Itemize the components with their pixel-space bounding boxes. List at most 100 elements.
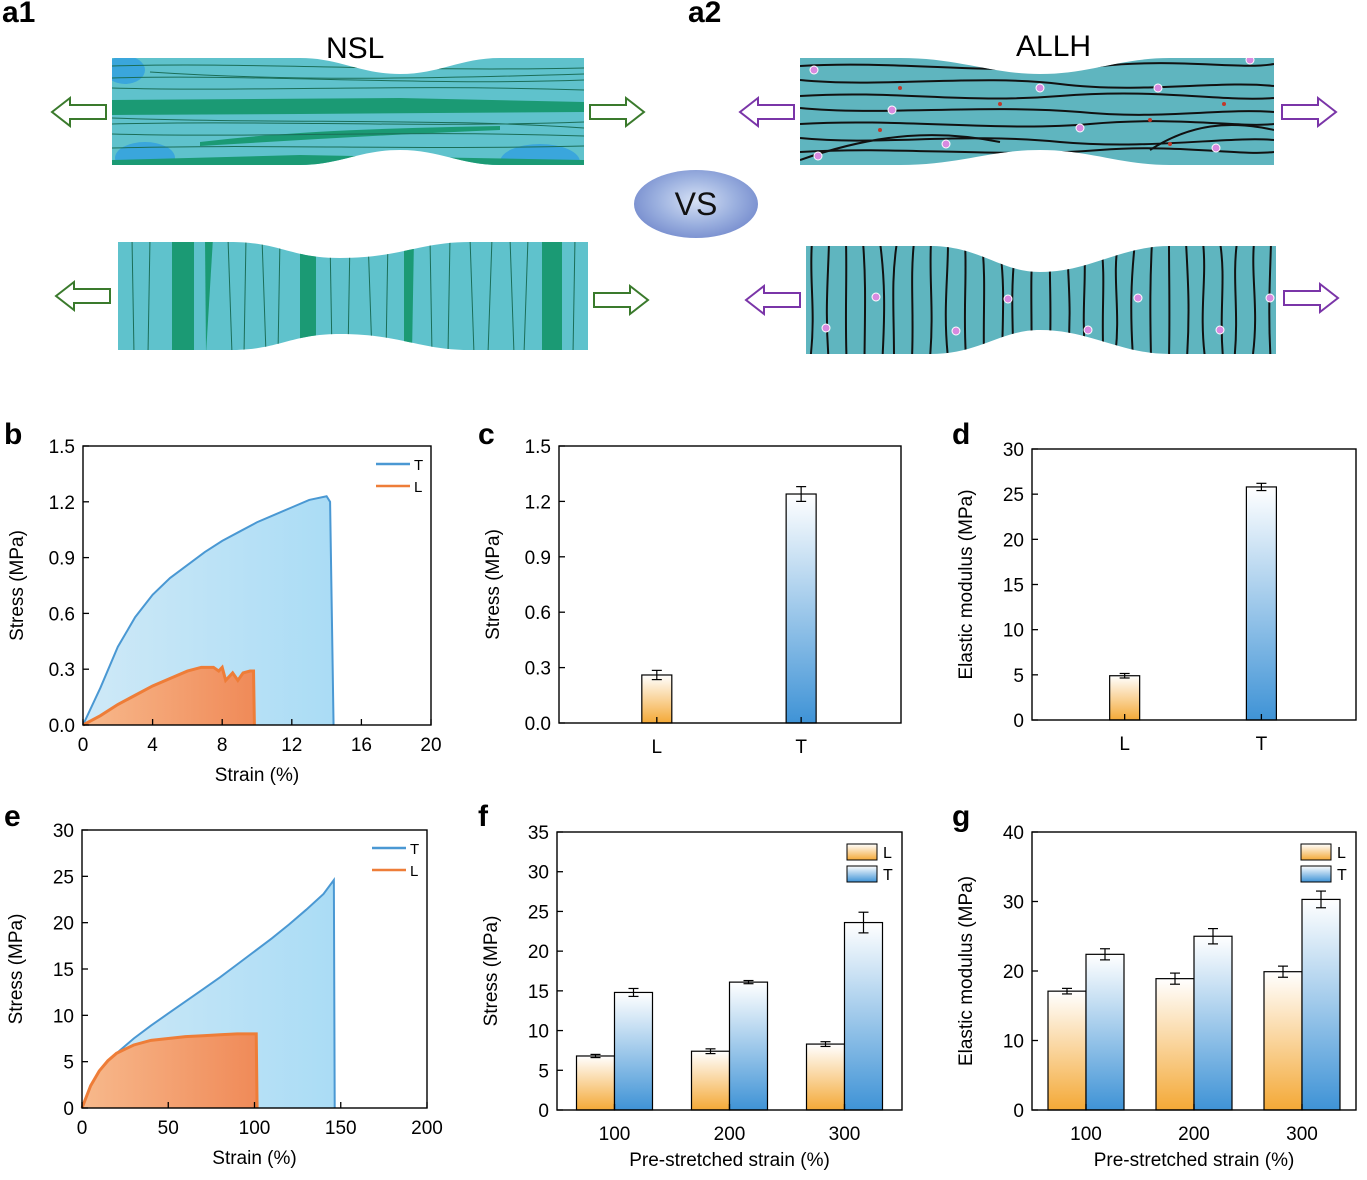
left-arrow-icon xyxy=(738,95,795,129)
y-tick-label: 25 xyxy=(1003,485,1024,506)
y-tick-label: 40 xyxy=(1003,823,1024,844)
area-L xyxy=(83,667,255,725)
legend-label-L: L xyxy=(1337,845,1346,862)
series-line-L xyxy=(80,1032,259,1109)
y-tick-label: 1.2 xyxy=(525,492,551,513)
y-tick-label: 20 xyxy=(1003,962,1024,983)
x-tick-label: 150 xyxy=(325,1118,357,1139)
left-arrow-icon xyxy=(744,283,801,317)
y-tick-label: 25 xyxy=(53,867,74,888)
y-axis-label: Elastic modulus (MPa) xyxy=(956,489,977,679)
series-line-L xyxy=(82,664,256,727)
fiber xyxy=(1185,246,1190,354)
y-tick-label: 15 xyxy=(1003,576,1024,597)
y-axis-label: Stress (MPa) xyxy=(6,914,27,1025)
x-tick-label: 20 xyxy=(420,735,441,756)
y-tick-label: 0.9 xyxy=(525,548,551,569)
y-tick-label: 0 xyxy=(63,1099,74,1120)
y-tick-label: 5 xyxy=(538,1061,549,1082)
legend-label-T: T xyxy=(414,457,423,474)
y-axis-label: Stress (MPa) xyxy=(483,529,504,640)
bar-L xyxy=(805,1043,846,1111)
series-line-T xyxy=(82,495,335,726)
legend-label-T: T xyxy=(883,867,893,884)
fiber xyxy=(911,246,915,354)
fiber xyxy=(929,246,933,354)
x-tick-label: 200 xyxy=(411,1118,443,1139)
allh-pull-arrows xyxy=(738,95,1340,317)
schematic-title-allh: ALLH xyxy=(1016,30,1092,63)
panel-label-b: b xyxy=(4,418,23,451)
panel-label-f: f xyxy=(478,800,488,833)
y-tick-label: 15 xyxy=(53,960,74,981)
x-tick-label: 300 xyxy=(1286,1124,1318,1145)
y-tick-label: 0.6 xyxy=(49,604,75,625)
y-axis-label: Stress (MPa) xyxy=(7,530,28,641)
x-tick-label: 100 xyxy=(239,1118,271,1139)
x-tick-label: 100 xyxy=(1070,1124,1102,1145)
x-tick-label: 16 xyxy=(351,735,372,756)
x-tick-label: 0 xyxy=(78,735,89,756)
allh-stretched-longitudinal xyxy=(800,58,1274,165)
chart-e: 0 5 10 15 20 25 30 Stress (MPa) Strain (%) 0 50 100… xyxy=(6,821,443,1169)
y-tick-label: 0.9 xyxy=(49,549,75,570)
bar-L xyxy=(1047,990,1087,1111)
plot-frame xyxy=(1031,448,1357,721)
fiber xyxy=(1149,246,1153,354)
x-tick-label: 4 xyxy=(147,735,158,756)
y-tick-label: 20 xyxy=(53,914,74,935)
legend-label-T: T xyxy=(410,841,419,858)
y-axis-label: Elastic modulus (MPa) xyxy=(956,876,977,1066)
schematic-title-nsl: NSL xyxy=(326,32,385,65)
fiber xyxy=(1251,246,1257,354)
fiber xyxy=(963,246,967,354)
area-L xyxy=(82,1033,258,1108)
y-tick-label: 1.5 xyxy=(49,437,75,458)
bar-L xyxy=(690,1050,731,1111)
nsl-stretched-longitudinal xyxy=(112,58,584,165)
legend-label-T: T xyxy=(1337,867,1347,884)
y-tick-label: 0.0 xyxy=(525,714,551,735)
fiber xyxy=(944,246,949,354)
bar-L xyxy=(641,674,673,724)
nsl-stretched-transverse xyxy=(118,242,588,350)
y-tick-label: 35 xyxy=(528,823,549,844)
x-tick-label: 200 xyxy=(714,1124,746,1145)
area-T xyxy=(83,496,334,725)
x-tick-label: T xyxy=(1256,734,1268,755)
y-tick-label: 5 xyxy=(1013,666,1024,687)
bar-L xyxy=(1155,978,1195,1111)
y-tick-label: 30 xyxy=(53,821,74,842)
y-axis-label: Stress (MPa) xyxy=(481,916,502,1027)
y-tick-label: 1.2 xyxy=(49,493,75,514)
plot-frame xyxy=(556,831,903,1111)
right-arrow-icon xyxy=(589,95,646,129)
legend-label-L: L xyxy=(883,845,892,862)
bar-T xyxy=(785,493,817,724)
plot-frame xyxy=(82,445,432,726)
panel-label-a1: a1 xyxy=(2,0,36,29)
schematic-illustrations xyxy=(50,58,1340,354)
y-tick-label: 0.0 xyxy=(49,716,75,737)
chart-d: L T 0 5 10 15 20 25 30 Elastic modulus (MPa) xyxy=(956,440,1357,755)
y-tick-label: 20 xyxy=(528,942,549,963)
fiber xyxy=(1233,246,1238,354)
y-tick-label: 10 xyxy=(1003,1032,1024,1053)
fiber xyxy=(892,246,898,354)
x-tick-label: 300 xyxy=(829,1124,861,1145)
x-tick-label: 12 xyxy=(281,735,302,756)
fiber xyxy=(1219,246,1224,354)
y-tick-label: 20 xyxy=(1003,530,1024,551)
y-tick-label: 30 xyxy=(528,863,549,884)
chart-f: 100 200 300 0 5 10 15 20 25 30 35 Stress (MPa) Pre-s… xyxy=(481,823,903,1171)
y-tick-label: 25 xyxy=(528,902,549,923)
panel-label-c: c xyxy=(478,418,495,451)
legend-label-L: L xyxy=(410,863,418,880)
y-tick-label: 0.6 xyxy=(525,603,551,624)
chart-c: L T 0.0 0.3 0.6 0.9 1.2 1.5 Stress (MPa) xyxy=(483,437,902,758)
chart-b: 0.0 0.3 0.6 0.9 1.2 1.5 Stress (MPa) Strain (%)… xyxy=(7,437,442,786)
x-axis-label: Strain (%) xyxy=(212,1148,296,1169)
bar-L xyxy=(575,1055,616,1111)
x-tick-label: L xyxy=(1119,734,1130,755)
bar-T xyxy=(613,991,654,1111)
